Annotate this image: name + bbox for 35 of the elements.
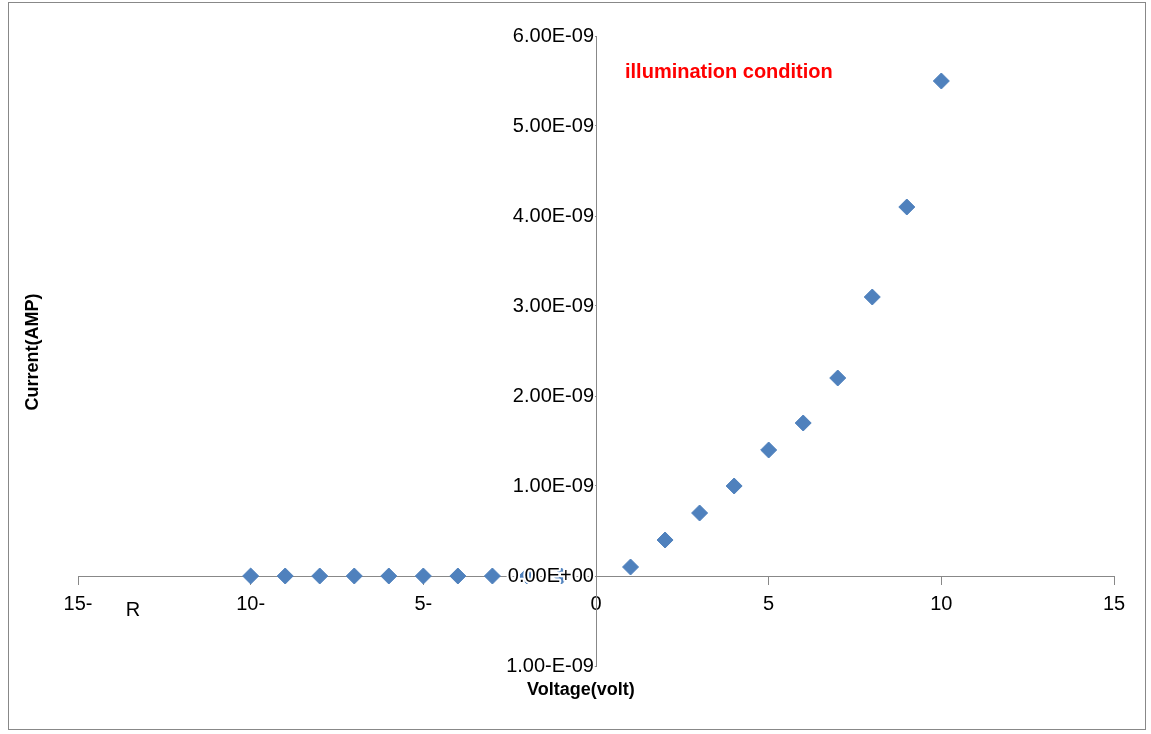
point	[242, 567, 260, 585]
point	[898, 198, 916, 216]
point	[760, 441, 778, 459]
point	[380, 567, 398, 585]
point	[691, 504, 709, 522]
y-axis-title: Current(AMP)	[21, 293, 42, 411]
point	[863, 288, 881, 306]
y-tick-label: 6.00E-09	[512, 23, 594, 46]
y-tick-label: 5.00E-09	[512, 113, 594, 136]
y-tick-label: 2.00E-09	[512, 383, 594, 406]
point	[932, 72, 950, 90]
x-tick-label: 10	[930, 591, 953, 614]
y-tick-label: 4.00E-09	[512, 203, 594, 226]
point	[483, 567, 501, 585]
annotation: R	[125, 597, 141, 620]
point	[311, 567, 329, 585]
point	[414, 567, 432, 585]
point	[345, 567, 363, 585]
text: illumination condition	[625, 59, 833, 82]
point	[725, 477, 743, 495]
y-tick-label: 1.00-E-09	[506, 653, 594, 676]
point	[794, 414, 812, 432]
point	[622, 558, 640, 576]
x-tick-label: 5	[763, 591, 775, 614]
point	[449, 567, 467, 585]
x-tick-label: 5-	[414, 591, 433, 614]
point	[829, 369, 847, 387]
point	[276, 567, 294, 585]
x-tick-label: 15-	[63, 591, 93, 614]
x-tick-label: 10-	[236, 591, 266, 614]
y-tick-label: 3.00E-09	[512, 293, 594, 316]
x-axis-title: Voltage(volt)	[527, 678, 635, 699]
point	[656, 531, 674, 549]
y-tick-label: 1.00E-09	[512, 473, 594, 496]
x-tick-label: 15	[1102, 591, 1126, 614]
